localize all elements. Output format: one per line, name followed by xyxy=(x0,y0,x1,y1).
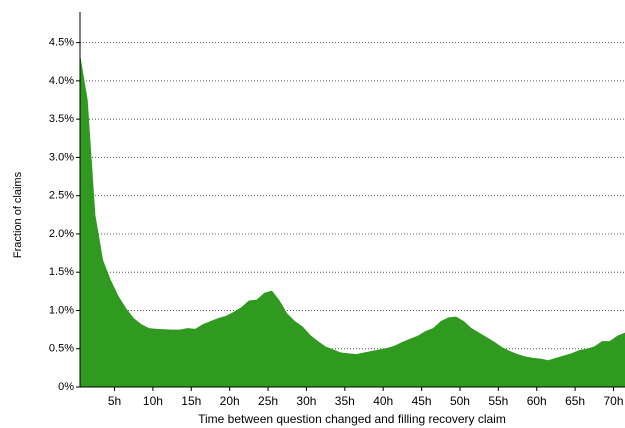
area xyxy=(80,54,625,388)
x-tick-label: 70h xyxy=(603,394,623,408)
x-tick-label: 20h xyxy=(220,394,240,408)
x-axis-label: Time between question changed and fillin… xyxy=(198,412,506,426)
x-tick-label: 25h xyxy=(258,394,278,408)
x-tick-label: 40h xyxy=(373,394,393,408)
x-tick-label: 60h xyxy=(527,394,547,408)
x-tick-label: 50h xyxy=(450,394,470,408)
y-tick-label: 1.0% xyxy=(49,304,74,316)
y-tick-label: 4.0% xyxy=(49,75,74,87)
x-tick-label: 55h xyxy=(488,394,508,408)
y-tick-label: 3.5% xyxy=(49,113,74,125)
x-tick-label: 5h xyxy=(108,394,121,408)
y-tick-label: 2.5% xyxy=(49,190,74,202)
x-tick-label: 10h xyxy=(143,394,163,408)
y-tick-label: 0.5% xyxy=(49,343,74,355)
x-tick-label: 65h xyxy=(565,394,585,408)
y-tick-label: 1.5% xyxy=(49,266,74,278)
x-tick-label: 30h xyxy=(296,394,316,408)
x-tick-label: 45h xyxy=(412,394,432,408)
y-axis-label: Fraction of claims xyxy=(12,171,24,258)
y-tick-label: 3.0% xyxy=(49,151,74,163)
x-tick-label: 35h xyxy=(335,394,355,408)
y-tick-label: 2.0% xyxy=(49,228,74,240)
y-tick-label: 0% xyxy=(58,381,74,393)
y-tick-label: 4.5% xyxy=(49,37,74,49)
x-tick-label: 15h xyxy=(181,394,201,408)
